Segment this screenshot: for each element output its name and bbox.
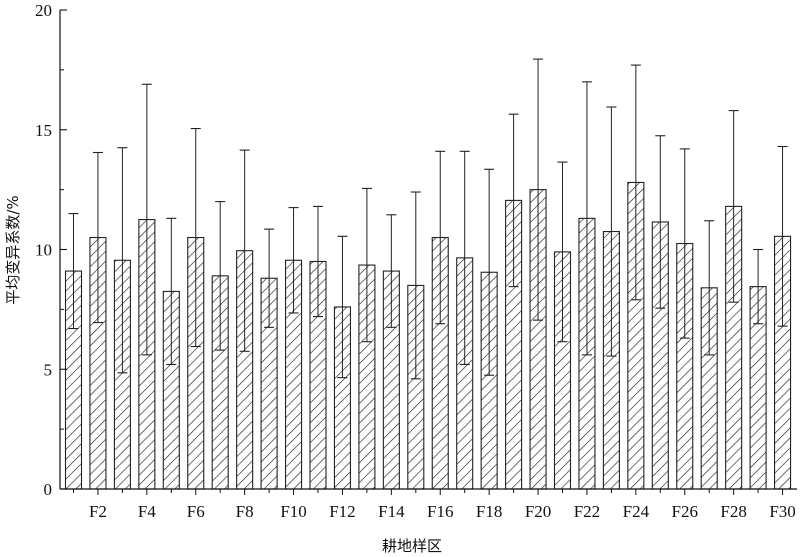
x-axis-title: 耕地样区 bbox=[382, 537, 442, 555]
error-bar-F29 bbox=[753, 248, 764, 325]
error-bar-F25 bbox=[655, 135, 666, 309]
x-tick-label: F16 bbox=[427, 502, 453, 521]
x-tick-label: F6 bbox=[187, 502, 205, 521]
bars-layer bbox=[64, 181, 792, 490]
error-bar-F10 bbox=[288, 207, 299, 314]
error-bar-F14 bbox=[386, 214, 397, 328]
error-bar-F20 bbox=[533, 58, 544, 321]
x-tick-label: F22 bbox=[574, 502, 600, 521]
error-bar-F24 bbox=[630, 64, 641, 301]
y-tick-label: 0 bbox=[44, 480, 53, 499]
x-tick-label: F30 bbox=[769, 502, 795, 521]
error-bar-F23 bbox=[606, 106, 617, 357]
error-bar-F8 bbox=[239, 149, 250, 352]
y-ticks: 0 5 10 15 20 bbox=[35, 1, 67, 499]
error-bar-F6 bbox=[190, 128, 201, 348]
y-tick-label: 15 bbox=[35, 121, 52, 140]
error-bar-F4 bbox=[141, 83, 152, 356]
x-ticks: F2 F4 F6 F8 F10 F12 F14 F16 F18 F20 F22 F24 F26 F28 F3… bbox=[73, 489, 796, 521]
error-bar-F22 bbox=[581, 81, 592, 356]
x-tick-label: F8 bbox=[236, 502, 254, 521]
y-tick-label: 20 bbox=[35, 1, 52, 20]
error-bar-F17 bbox=[459, 150, 470, 366]
error-bar-F5 bbox=[166, 217, 177, 366]
error-bar-F26 bbox=[679, 148, 690, 339]
x-tick-label: F24 bbox=[623, 502, 650, 521]
y-tick-label: 10 bbox=[35, 241, 52, 260]
y-tick-label: 5 bbox=[44, 360, 53, 379]
x-tick-label: F18 bbox=[476, 502, 502, 521]
x-tick-label: F28 bbox=[720, 502, 746, 521]
error-bar-F18 bbox=[484, 168, 495, 376]
error-bar-F15 bbox=[410, 191, 421, 380]
x-tick-label: F2 bbox=[89, 502, 107, 521]
x-tick-label: F4 bbox=[138, 502, 156, 521]
y-axis-title: 平均变异系数/% bbox=[4, 195, 22, 304]
error-bars-layer bbox=[68, 58, 788, 380]
error-bar-F19 bbox=[508, 113, 519, 288]
error-bar-F28 bbox=[728, 110, 739, 303]
x-tick-label: F14 bbox=[378, 502, 405, 521]
error-bar-F7 bbox=[215, 201, 226, 351]
error-bar-F21 bbox=[557, 161, 568, 343]
error-bar-F3 bbox=[117, 147, 128, 374]
x-tick-label: F26 bbox=[672, 502, 698, 521]
error-bar-F12 bbox=[337, 235, 348, 379]
x-tick-label: F10 bbox=[280, 502, 306, 521]
error-bar-F2 bbox=[92, 151, 103, 324]
error-bar-F16 bbox=[435, 150, 446, 325]
error-bar-F13 bbox=[361, 187, 372, 343]
error-bar-F11 bbox=[313, 205, 323, 318]
x-tick-label: F20 bbox=[525, 502, 551, 521]
error-bar-F27 bbox=[704, 220, 715, 356]
error-bar-F9 bbox=[264, 228, 275, 328]
error-bar-F30 bbox=[777, 145, 788, 327]
error-bar-F1 bbox=[68, 213, 79, 330]
x-tick-label: F12 bbox=[329, 502, 355, 521]
